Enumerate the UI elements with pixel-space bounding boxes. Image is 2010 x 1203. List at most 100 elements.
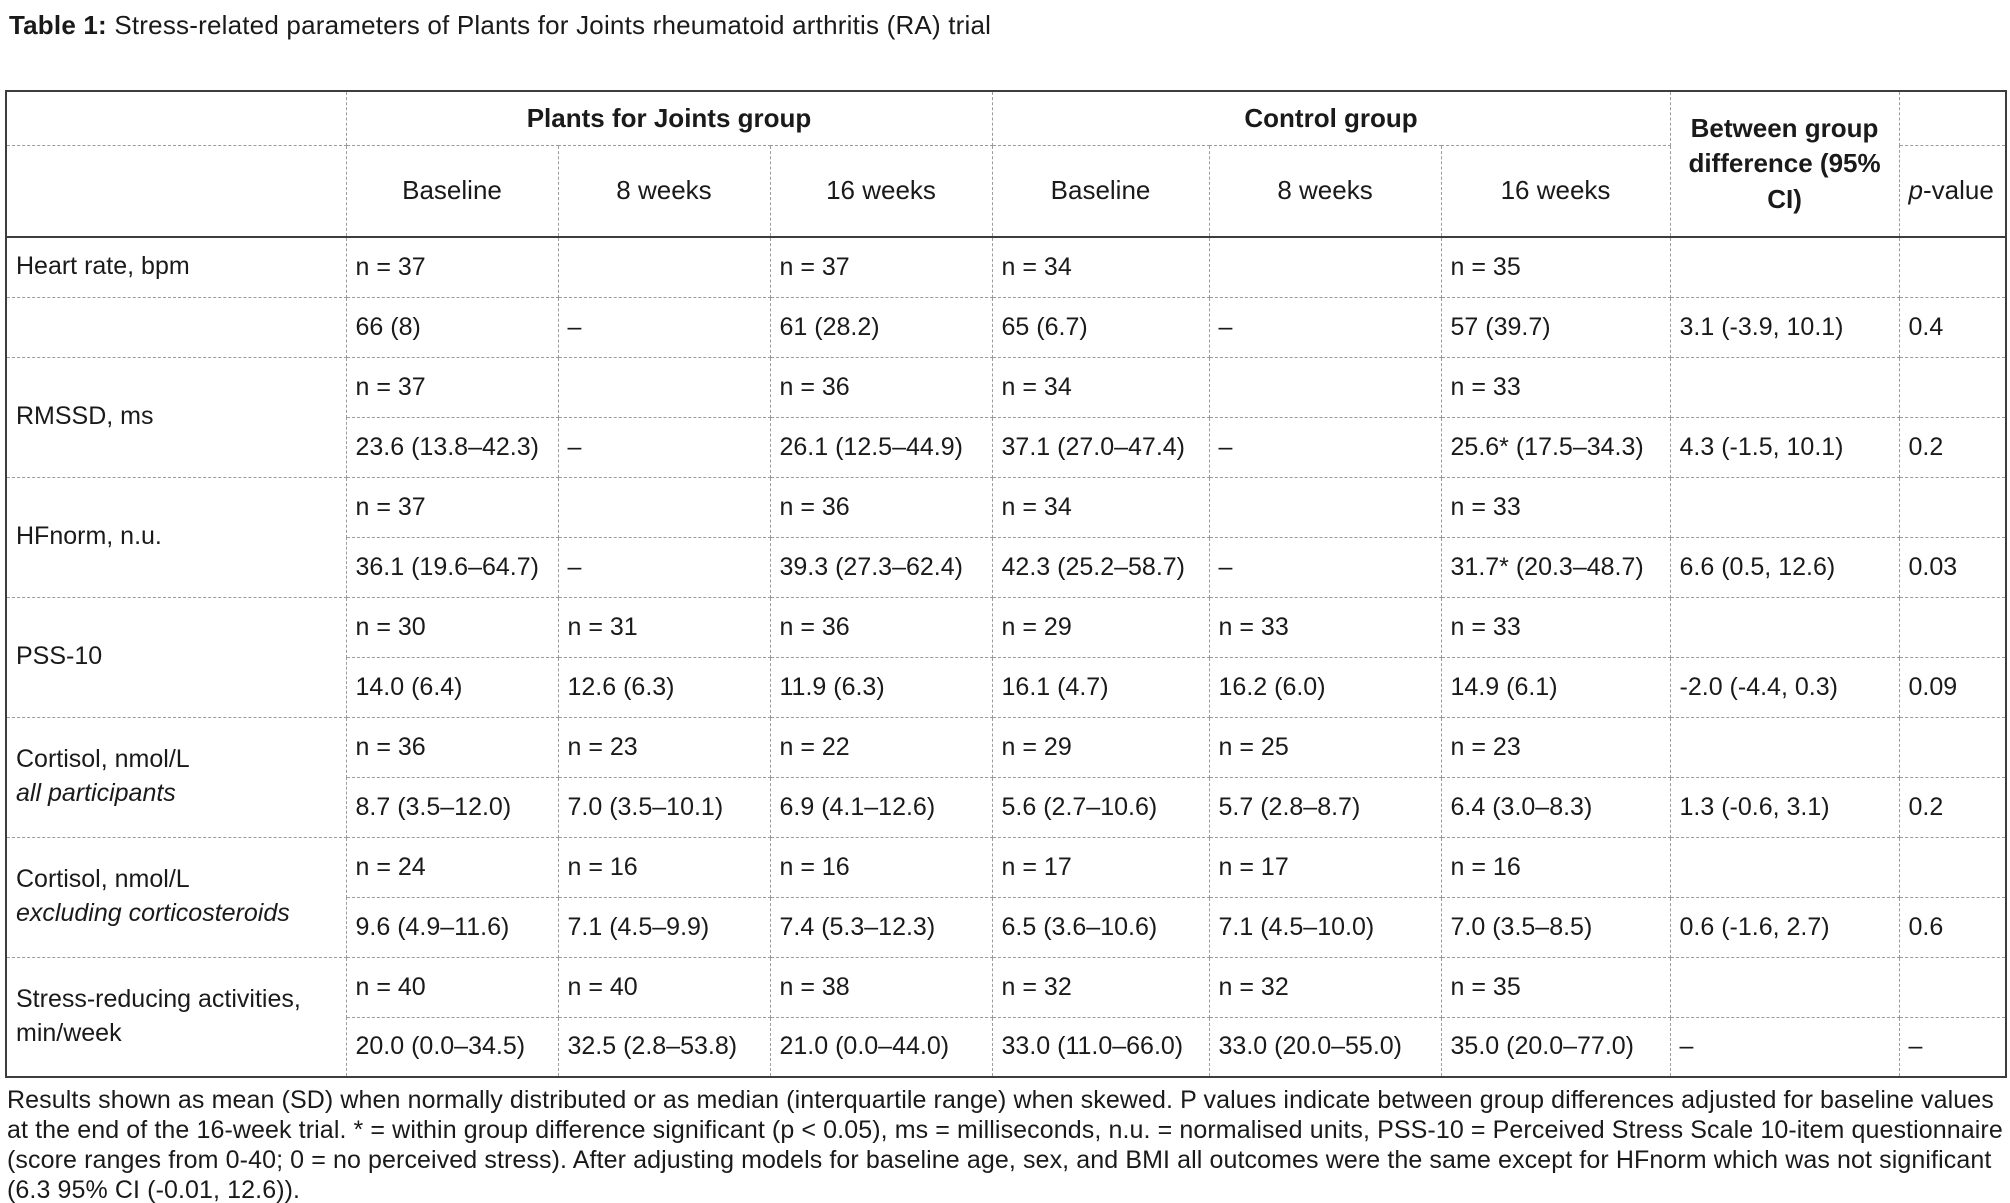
n-cell: n = 16: [557, 836, 771, 898]
param-row-n: RMSSD, ms n = 37 n = 36 n = 34 n = 33: [5, 356, 2007, 478]
value-cell: –: [557, 296, 771, 358]
param-row-values: 8.7 (3.5–12.0) 7.0 (3.5–10.1) 6.9 (4.1–12.…: [6, 776, 2007, 838]
param-row-values: 9.6 (4.9–11.6) 7.1 (4.5–9.9) 7.4 (5.3–12.3…: [6, 896, 2007, 958]
n-cell: n = 29: [991, 596, 1210, 658]
n-cell: n = 16: [769, 836, 993, 898]
row-label-empty: [5, 296, 347, 358]
value-cell: 1.3 (-0.6, 3.1): [1669, 776, 1900, 838]
param-row-values: 14.0 (6.4) 12.6 (6.3) 11.9 (6.3) 16.1 (4.7)…: [6, 656, 2007, 718]
value-cell: 14.9 (6.1): [1440, 656, 1671, 718]
n-cell: n = 25: [1208, 716, 1442, 778]
header-c-16weeks: 16 weeks: [1440, 144, 1671, 238]
n-cell: n = 36: [769, 596, 993, 658]
value-cell: 26.1 (12.5–44.9): [769, 416, 993, 478]
value-cell: 0.6: [1898, 896, 2007, 958]
n-cell: [1669, 356, 1900, 418]
n-cell: [1898, 476, 2007, 538]
value-cell: -2.0 (-4.4, 0.3): [1669, 656, 1900, 718]
value-cell: 0.4: [1898, 296, 2007, 358]
param-row-values: 36.1 (19.6–64.7) –39.3 (27.3–62.4) 42.3 (2…: [6, 536, 2007, 598]
value-cell: 0.03: [1898, 536, 2007, 598]
value-cell: –: [1208, 296, 1442, 358]
header-pvalue: p-value: [1898, 144, 2007, 238]
row-label: Heart rate, bpm: [5, 236, 347, 298]
n-cell: n = 37: [345, 356, 559, 418]
n-cell: n = 32: [991, 956, 1210, 1018]
n-cell: [1669, 236, 1900, 298]
n-cell: [557, 476, 771, 538]
value-cell: –: [1669, 1016, 1900, 1078]
value-cell: 57 (39.7): [1440, 296, 1671, 358]
value-cell: 16.1 (4.7): [991, 656, 1210, 718]
row-label: Stress-reducing activities, min/week: [5, 956, 347, 1078]
table-caption-label: Table 1:: [9, 10, 107, 40]
header-c-8weeks: 8 weeks: [1208, 144, 1442, 238]
n-cell: n = 33: [1440, 356, 1671, 418]
value-cell: –: [557, 416, 771, 478]
value-cell: 16.2 (6.0): [1208, 656, 1442, 718]
value-cell: 35.0 (20.0–77.0): [1440, 1016, 1671, 1078]
n-cell: n = 37: [769, 236, 993, 298]
header-sub-row: Baseline 8 weeks 16 weeks Baseline 8 wee…: [5, 144, 2007, 238]
n-cell: [1898, 956, 2007, 1018]
n-cell: n = 36: [769, 356, 993, 418]
value-cell: 65 (6.7): [991, 296, 1210, 358]
header-c-baseline: Baseline: [991, 144, 1210, 238]
param-row-values: 23.6 (13.8–42.3) –26.1 (12.5–44.9) 37.1 (2…: [6, 416, 2007, 478]
value-cell: 23.6 (13.8–42.3): [345, 416, 559, 478]
n-cell: n = 33: [1440, 596, 1671, 658]
n-cell: [1208, 236, 1442, 298]
n-cell: [1898, 596, 2007, 658]
row-label-line1: Cortisol, nmol/L: [16, 865, 190, 894]
header-empty-label: [5, 144, 347, 238]
n-cell: n = 17: [1208, 836, 1442, 898]
param-row-n: Cortisol, nmol/L excluding corticosteroid…: [5, 836, 2007, 958]
n-cell: n = 31: [557, 596, 771, 658]
n-cell: n = 23: [557, 716, 771, 778]
value-cell: 14.0 (6.4): [345, 656, 559, 718]
value-cell: –: [1208, 416, 1442, 478]
n-cell: n = 22: [769, 716, 993, 778]
value-cell: 3.1 (-3.9, 10.1): [1669, 296, 1900, 358]
value-cell: 0.6 (-1.6, 2.7): [1669, 896, 1900, 958]
value-cell: 6.5 (3.6–10.6): [991, 896, 1210, 958]
row-label-line1: Heart rate, bpm: [16, 252, 190, 281]
param-row-n: HFnorm, n.u. n = 37 n = 36 n = 34 n = 33: [5, 476, 2007, 598]
value-cell: 8.7 (3.5–12.0): [345, 776, 559, 838]
row-label: Cortisol, nmol/L all participants: [5, 716, 347, 838]
n-cell: [1669, 476, 1900, 538]
n-cell: n = 40: [557, 956, 771, 1018]
row-label-line1: Cortisol, nmol/L: [16, 745, 190, 774]
value-cell: 33.0 (11.0–66.0): [991, 1016, 1210, 1078]
param-row-n: Cortisol, nmol/L all participants n = 36 n …: [5, 716, 2007, 838]
value-cell: 66 (8): [345, 296, 559, 358]
value-cell: 25.6* (17.5–34.3): [1440, 416, 1671, 478]
value-cell: 31.7* (20.3–48.7): [1440, 536, 1671, 598]
header-pj-baseline: Baseline: [345, 144, 559, 238]
n-cell: n = 30: [345, 596, 559, 658]
row-label: PSS-10: [5, 596, 347, 718]
header-control-group: Control group: [991, 90, 1671, 146]
value-cell: 7.0 (3.5–8.5): [1440, 896, 1671, 958]
n-cell: n = 32: [1208, 956, 1442, 1018]
table-caption-text: Stress-related parameters of Plants for …: [106, 10, 992, 40]
n-cell: [1208, 476, 1442, 538]
row-label-line2: min/week: [16, 1018, 122, 1047]
n-cell: n = 33: [1208, 596, 1442, 658]
n-cell: [1898, 716, 2007, 778]
value-cell: –: [1898, 1016, 2007, 1078]
n-cell: n = 38: [769, 956, 993, 1018]
value-cell: 11.9 (6.3): [769, 656, 993, 718]
n-cell: [1898, 356, 2007, 418]
value-cell: 7.4 (5.3–12.3): [769, 896, 993, 958]
n-cell: n = 40: [345, 956, 559, 1018]
value-cell: 7.0 (3.5–10.1): [557, 776, 771, 838]
header-pj-16weeks: 16 weeks: [769, 144, 993, 238]
n-cell: [1669, 836, 1900, 898]
table-footnote: Results shown as mean (SD) when normally…: [7, 1086, 2003, 1203]
value-cell: –: [1208, 536, 1442, 598]
n-cell: n = 29: [991, 716, 1210, 778]
row-label: Cortisol, nmol/L excluding corticosteroid…: [5, 836, 347, 958]
value-cell: 5.6 (2.7–10.6): [991, 776, 1210, 838]
value-cell: 21.0 (0.0–44.0): [769, 1016, 993, 1078]
